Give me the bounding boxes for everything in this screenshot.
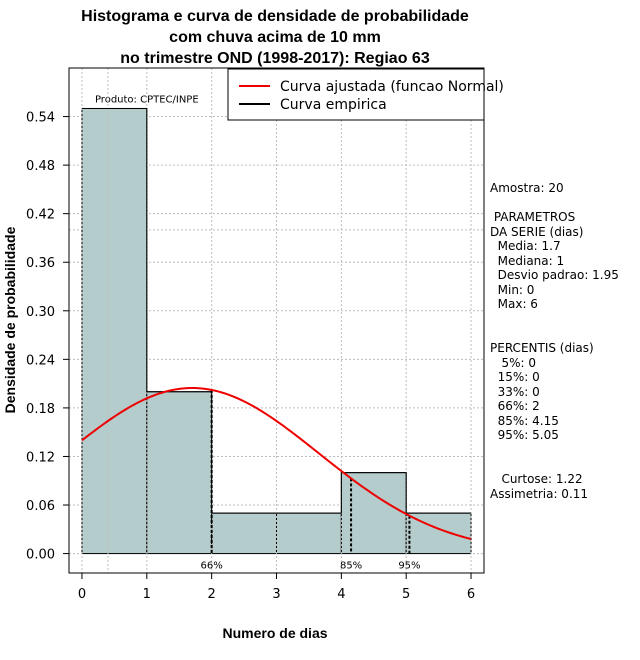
x-axis-title: Numero de dias: [222, 625, 327, 641]
series-parameters: PARAMETROS DA SERIE (dias) Media: 1.7 Med…: [490, 210, 619, 312]
shape-stat-line: Curtose: 1.22: [490, 472, 583, 486]
x-tick-label: 0: [78, 587, 86, 602]
x-tick-label: 3: [272, 587, 280, 602]
y-tick-label: 0.30: [26, 305, 55, 320]
y-tick-label: 0.12: [26, 450, 55, 465]
chart-title: Histograma e curva de densidade de proba…: [81, 8, 469, 67]
title-line: Histograma e curva de densidade de proba…: [81, 8, 469, 25]
empirical-curve: [81, 107, 472, 514]
histogram-bar: [276, 512, 342, 555]
title-line: no trimestre OND (1998-2017): Regiao 63: [120, 50, 430, 67]
normal-fit-curve: [81, 387, 472, 540]
parameter-line: Media: 1.7: [490, 239, 561, 253]
y-tick-label: 0.36: [26, 256, 55, 271]
percentile-line: 95%: 5.05: [490, 428, 559, 442]
axes: 0 1 2 3 4 5 6 0.00 0.06 0.12 0.18 0.24 0.30 0.36 0.42 0…: [2, 67, 485, 641]
legend-label: Curva ajustada (funcao Normal): [280, 79, 504, 95]
percentile-line: PERCENTIS (dias): [490, 341, 594, 355]
percentile-line: 5%: 0: [490, 355, 536, 370]
y-tick-label: 0.06: [26, 499, 55, 514]
y-tick-label: 0.00: [26, 548, 55, 563]
parameter-line: Max: 6: [490, 297, 538, 311]
percentile-marker-label: 95%: [398, 561, 420, 572]
y-tick-label: 0.18: [26, 402, 55, 417]
product-label: Produto: CPTEC/INPE: [95, 94, 199, 105]
x-tick-label: 4: [337, 587, 345, 602]
histogram-bar: [81, 107, 148, 555]
histogram-bar: [146, 391, 213, 555]
shape-stats: Curtose: 1.22 Assimetria: 0.11: [490, 472, 588, 501]
sample-size: Amostra: 20: [490, 181, 564, 195]
y-tick-label: 0.54: [26, 111, 55, 126]
parameter-line: PARAMETROS: [490, 210, 576, 224]
legend-box: [227, 68, 485, 121]
parameter-line: Desvio padrao: 1.95: [490, 268, 619, 282]
percentile-line: 33%: 0: [490, 384, 540, 399]
parameter-line: Min: 0: [490, 282, 535, 297]
x-tick-label: 2: [208, 587, 216, 602]
percentile-line: 15%: 0: [490, 370, 540, 384]
y-tick-label: 0.24: [26, 353, 55, 368]
shape-stat-line: Assimetria: 0.11: [490, 486, 589, 501]
percentile-marker-label: 66%: [201, 561, 223, 572]
percentiles-block: PERCENTIS (dias) 5%: 0 15%: 0 33%: 0 66%…: [490, 341, 594, 443]
x-tick-label: 1: [143, 587, 151, 602]
histogram-bar: [211, 512, 277, 555]
y-axis-title: Densidade de probabilidade: [2, 226, 18, 413]
legend: Curva ajustada (funcao Normal) Curva empi…: [227, 68, 504, 121]
parameter-line: DA SERIE (dias): [490, 224, 584, 239]
histogram-bar: [340, 472, 407, 555]
parameter-line: Mediana: 1: [490, 253, 565, 268]
title-line: com chuva acima de 10 mm: [169, 29, 381, 46]
percentile-marker-label: 85%: [340, 561, 362, 572]
legend-label: Curva empirica: [280, 97, 387, 113]
y-tick-label: 0.42: [26, 208, 55, 223]
x-tick-label: 5: [402, 587, 410, 602]
percentile-line: 85%: 4.15: [490, 413, 559, 428]
x-tick-label: 6: [467, 587, 475, 602]
y-tick-label: 0.48: [26, 159, 55, 174]
percentile-line: 66%: 2: [490, 399, 540, 413]
curves: [81, 107, 472, 540]
